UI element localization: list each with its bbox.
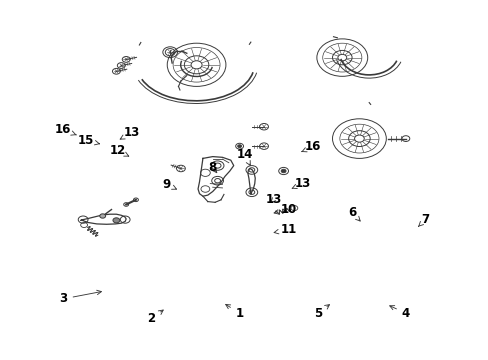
Text: 14: 14 xyxy=(236,148,252,166)
Circle shape xyxy=(100,214,105,218)
Text: 8: 8 xyxy=(208,161,216,174)
Text: 13: 13 xyxy=(291,177,311,190)
Text: 4: 4 xyxy=(389,306,409,320)
Text: 2: 2 xyxy=(147,310,163,325)
Text: 13: 13 xyxy=(120,126,140,139)
Text: 6: 6 xyxy=(347,206,360,221)
Circle shape xyxy=(237,145,241,148)
Text: 7: 7 xyxy=(418,213,428,226)
Text: 10: 10 xyxy=(274,203,296,216)
Text: 5: 5 xyxy=(313,305,329,320)
Text: 11: 11 xyxy=(274,223,296,236)
Text: 16: 16 xyxy=(301,140,321,153)
Text: 9: 9 xyxy=(162,178,176,191)
Text: 3: 3 xyxy=(60,290,101,305)
Text: 13: 13 xyxy=(265,193,282,206)
Text: 16: 16 xyxy=(54,123,76,136)
Text: 12: 12 xyxy=(109,144,128,157)
Text: 15: 15 xyxy=(77,134,99,147)
Text: 1: 1 xyxy=(225,305,243,320)
Circle shape xyxy=(113,218,120,223)
Circle shape xyxy=(281,169,285,173)
